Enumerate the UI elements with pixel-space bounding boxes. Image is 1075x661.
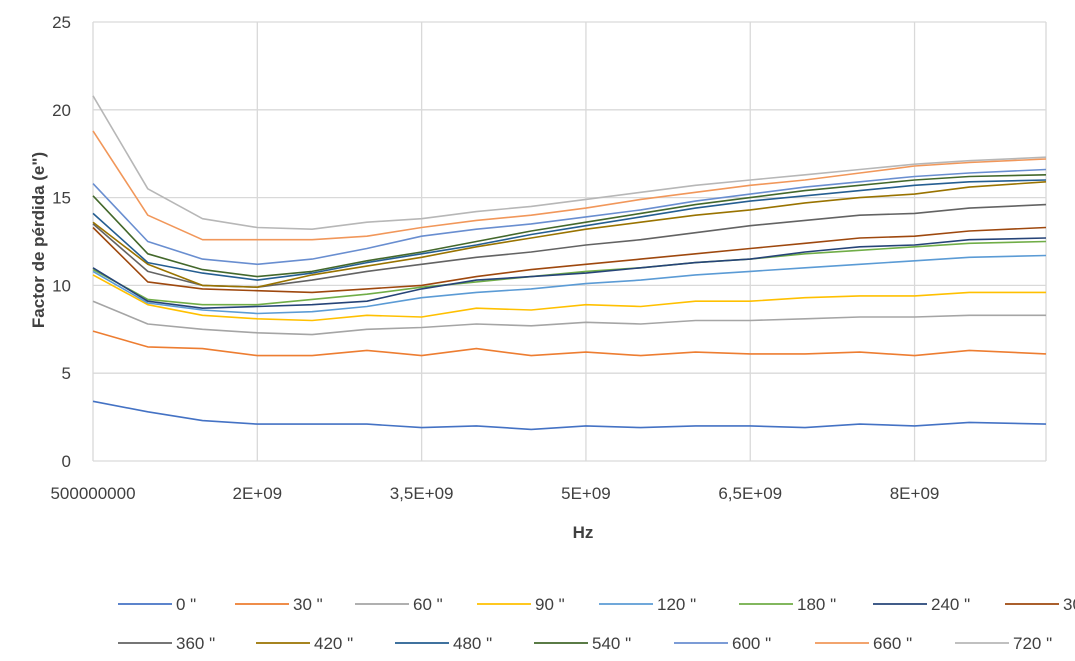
x-tick-label: 8E+09 (890, 484, 940, 503)
legend-item: 300 " (1005, 595, 1075, 614)
x-tick-label: 5E+09 (561, 484, 611, 503)
legend-label: 600 " (732, 634, 771, 653)
legend-label: 90 " (535, 595, 565, 614)
legend-label: 60 " (413, 595, 443, 614)
x-axis-title: Hz (573, 523, 594, 542)
legend-item: 720 " (955, 634, 1052, 653)
legend-label: 360 " (176, 634, 215, 653)
series-line-7 (93, 228, 1046, 293)
y-tick-label: 10 (52, 276, 71, 295)
legend-item: 30 " (235, 595, 323, 614)
legend-label: 720 " (1013, 634, 1052, 653)
legend: 0 " 30 " 60 " 90 " 120 " 180 " 240 " 300 " 360 "… (118, 595, 1075, 653)
legend-item: 0 " (118, 595, 196, 614)
legend-item: 60 " (355, 595, 443, 614)
legend-label: 0 " (176, 595, 196, 614)
y-axis-ticks: 0 5 10 15 20 25 (52, 13, 71, 471)
legend-label: 540 " (592, 634, 631, 653)
legend-label: 660 " (873, 634, 912, 653)
legend-item: 180 " (739, 595, 836, 614)
y-axis-title: Factor de pérdida (e") (29, 152, 48, 328)
series-line-0 (93, 401, 1046, 429)
y-tick-label: 15 (52, 189, 71, 208)
x-tick-label: 2E+09 (232, 484, 282, 503)
legend-item: 120 " (599, 595, 696, 614)
y-tick-label: 25 (52, 13, 71, 32)
y-tick-label: 0 (62, 452, 71, 471)
legend-item: 360 " (118, 634, 215, 653)
x-tick-label: 3,5E+09 (390, 484, 454, 503)
legend-item: 600 " (674, 634, 771, 653)
x-tick-label: 500000000 (50, 484, 135, 503)
legend-item: 240 " (873, 595, 970, 614)
legend-item: 540 " (534, 634, 631, 653)
series-line-1 (93, 331, 1046, 356)
x-tick-label: 6,5E+09 (718, 484, 782, 503)
legend-item: 420 " (256, 634, 353, 653)
legend-item: 480 " (395, 634, 492, 653)
series-line-14 (93, 96, 1046, 229)
series-line-3 (93, 275, 1046, 321)
legend-label: 240 " (931, 595, 970, 614)
legend-label: 30 " (293, 595, 323, 614)
legend-label: 120 " (657, 595, 696, 614)
legend-label: 480 " (453, 634, 492, 653)
legend-item: 90 " (477, 595, 565, 614)
legend-label: 420 " (314, 634, 353, 653)
series-lines (93, 96, 1046, 430)
y-tick-label: 20 (52, 101, 71, 120)
x-axis-ticks: 500000000 2E+09 3,5E+09 5E+09 6,5E+09 8E+09 (50, 484, 939, 503)
series-line-12 (93, 170, 1046, 265)
legend-item: 660 " (815, 634, 912, 653)
legend-label: 300 " (1063, 595, 1075, 614)
grid-lines (93, 22, 1046, 461)
y-tick-label: 5 (62, 364, 71, 383)
legend-label: 180 " (797, 595, 836, 614)
